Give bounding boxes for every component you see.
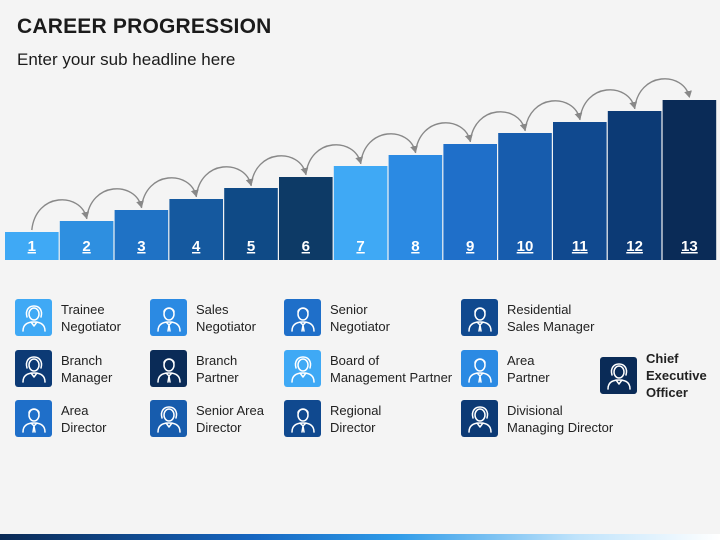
progress-arrow (195, 166, 254, 198)
step-bar-10 (498, 133, 552, 260)
page-title: CAREER PROGRESSION (17, 15, 272, 38)
step-bar-12 (607, 111, 662, 260)
role-item: Residential Sales Manager (461, 299, 594, 336)
role-item: Regional Director (284, 400, 381, 437)
progress-arrow (469, 111, 528, 143)
step-number-10: 10 (517, 238, 534, 255)
progress-arrow (305, 144, 364, 176)
female-person-icon (284, 350, 321, 387)
step-number-12: 12 (626, 238, 643, 255)
role-label: Chief Executive Officer (646, 351, 707, 400)
progress-arrow (140, 177, 199, 209)
female-person-icon (15, 350, 52, 387)
female-person-icon (461, 400, 498, 437)
bottom-accent-bar (0, 534, 720, 540)
role-label: Senior Area Director (196, 402, 264, 435)
step-number-4: 4 (192, 238, 201, 255)
male-person-icon (284, 299, 321, 336)
role-label: Area Partner (507, 352, 550, 385)
progress-arrow (359, 133, 418, 165)
role-label: Trainee Negotiator (61, 301, 121, 334)
step-number-8: 8 (411, 238, 419, 255)
step-number-2: 2 (82, 238, 90, 255)
role-item: Trainee Negotiator (15, 299, 121, 336)
step-bar-8 (388, 155, 443, 260)
male-person-icon (15, 400, 52, 437)
male-person-icon (284, 400, 321, 437)
female-person-icon (600, 357, 637, 394)
male-person-icon (150, 350, 187, 387)
role-label: Area Director (61, 402, 107, 435)
role-item: Area Partner (461, 350, 550, 387)
step-number-1: 1 (28, 238, 36, 255)
career-staircase: 1 2 3 4 5 6 7 8 9 10 11 12 13 (5, 78, 717, 260)
role-item: Board of Management Partner (284, 350, 452, 387)
role-label: Senior Negotiator (330, 301, 390, 334)
step-number-9: 9 (466, 238, 474, 255)
step-bar-11 (553, 122, 607, 260)
step-bar-2 (59, 221, 114, 260)
role-item: Chief Executive Officer (600, 350, 707, 401)
female-person-icon (150, 400, 187, 437)
step-number-6: 6 (302, 238, 310, 255)
role-item: Branch Manager (15, 350, 112, 387)
progress-arrow (250, 155, 309, 187)
step-bar-1 (5, 232, 59, 260)
role-label: Branch Manager (61, 352, 113, 385)
progress-arrow (579, 89, 638, 121)
page-subtitle: Enter your sub headline here (17, 50, 236, 69)
step-bar-13 (662, 100, 717, 260)
step-bar-7 (333, 166, 388, 260)
male-person-icon (461, 299, 498, 336)
progress-arrow (524, 100, 583, 132)
step-bar-6 (279, 177, 333, 260)
step-bar-5 (224, 188, 278, 260)
role-item: Divisional Managing Director (461, 400, 613, 437)
role-item: Branch Partner (150, 350, 239, 387)
role-label: Branch Partner (196, 352, 239, 385)
role-label: Regional Director (330, 402, 382, 435)
role-item: Senior Area Director (150, 400, 264, 437)
step-number-5: 5 (247, 238, 255, 255)
step-number-7: 7 (356, 238, 364, 255)
progress-arrow (633, 78, 692, 110)
role-item: Senior Negotiator (284, 299, 390, 336)
male-person-icon (461, 350, 498, 387)
step-number-11: 11 (572, 238, 588, 255)
progress-arrow (414, 122, 473, 154)
role-item: Area Director (15, 400, 107, 437)
progress-arrow (31, 199, 90, 231)
role-label: Sales Negotiator (196, 301, 256, 334)
step-number-13: 13 (681, 238, 698, 255)
role-label: Divisional Managing Director (507, 402, 614, 435)
step-bar-4 (169, 199, 223, 260)
step-bar-3 (114, 210, 169, 260)
progress-arrow (85, 188, 144, 220)
role-label: Board of Management Partner (330, 352, 453, 385)
male-person-icon (150, 299, 187, 336)
step-number-3: 3 (137, 238, 145, 255)
role-item: Sales Negotiator (150, 299, 256, 336)
step-bar-9 (443, 144, 497, 260)
female-person-icon (15, 299, 52, 336)
role-label: Residential Sales Manager (507, 301, 595, 334)
